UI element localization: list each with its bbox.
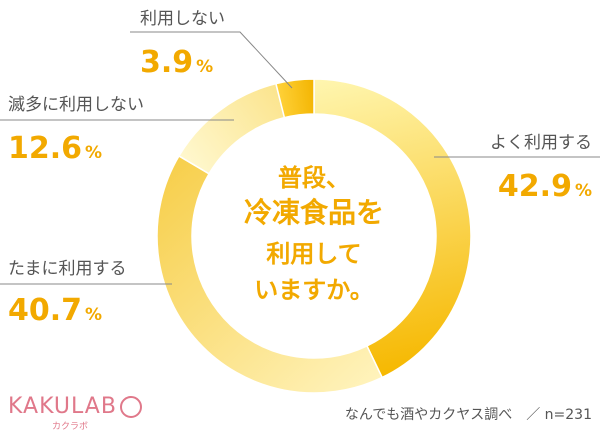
slice-labels: よく利用する 42.9 % たまに利用する 40.7 % 滅多に利用しない 12.6 % 利用しな… bbox=[8, 9, 592, 328]
center-title-line-3: 利用して bbox=[266, 240, 361, 268]
slice-label-often: よく利用する bbox=[490, 133, 592, 153]
center-title-line-2: 冷凍食品を bbox=[244, 196, 384, 229]
slice-rarely bbox=[177, 82, 286, 175]
source-note: なんでも酒やカクヤス調べ ／ n=231 bbox=[344, 407, 592, 423]
slice-value-never: 3.9% bbox=[140, 45, 213, 80]
kakulabo-logo: KAKULAB カクラボ bbox=[8, 394, 148, 432]
logo-ring-icon bbox=[120, 396, 142, 418]
logo-text: KAKULAB bbox=[8, 394, 117, 419]
slice-label-sometimes: たまに利用する bbox=[8, 259, 127, 279]
center-title-line-1: 普段、 bbox=[278, 164, 350, 192]
slice-label-never: 利用しない bbox=[140, 9, 225, 29]
slice-value-rarely: 12.6% bbox=[8, 131, 102, 166]
leader-line-never bbox=[130, 31, 293, 89]
center-title-line-4: いますか。 bbox=[254, 276, 374, 304]
donut-slices bbox=[156, 78, 472, 394]
slice-never bbox=[275, 78, 315, 119]
logo-subtext: カクラボ bbox=[52, 422, 89, 432]
slice-often bbox=[313, 78, 472, 379]
slice-value-often: 42.9% bbox=[498, 169, 592, 204]
slice-value-sometimes: 40.7% bbox=[8, 293, 102, 328]
slice-sometimes bbox=[156, 154, 384, 394]
leader-lines bbox=[0, 31, 600, 285]
slice-label-rarely: 滅多に利用しない bbox=[8, 95, 144, 115]
